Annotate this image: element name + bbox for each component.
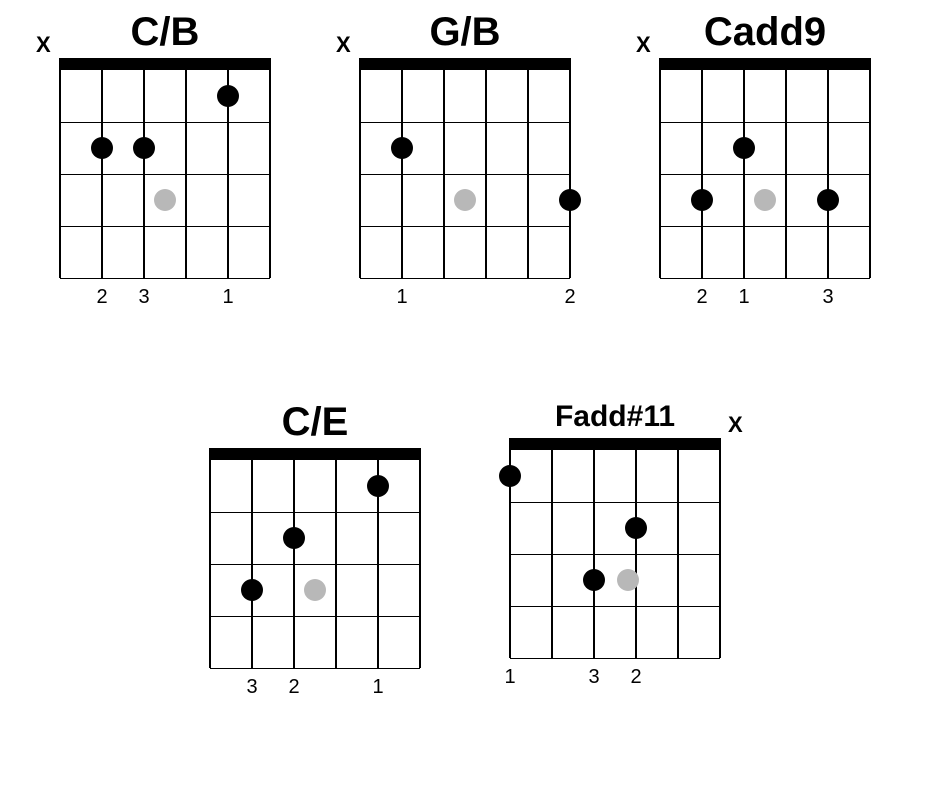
- string-line: [569, 58, 571, 278]
- finger-number: 3: [246, 676, 257, 699]
- string-line: [869, 58, 871, 278]
- fret-line: [360, 226, 570, 227]
- string-line: [719, 438, 721, 658]
- string-line: [635, 438, 637, 658]
- fret-line: [360, 278, 570, 279]
- string-line: [335, 448, 337, 668]
- string-line: [785, 58, 787, 278]
- mute-indicator: X: [336, 32, 351, 58]
- finger-number: 2: [630, 666, 641, 689]
- string-line: [659, 58, 661, 278]
- string-line: [359, 58, 361, 278]
- fret-inlay: [154, 189, 176, 211]
- finger-number: 1: [738, 286, 749, 309]
- nut: [60, 58, 270, 70]
- finger-dot: [625, 517, 647, 539]
- fret-inlay: [454, 189, 476, 211]
- finger-dot: [217, 85, 239, 107]
- string-line: [209, 448, 211, 668]
- finger-number: 3: [138, 286, 149, 309]
- string-line: [269, 58, 271, 278]
- finger-dot: [283, 527, 305, 549]
- fret-line: [210, 668, 420, 669]
- mute-indicator: X: [636, 32, 651, 58]
- fret-line: [360, 174, 570, 175]
- finger-dot: [499, 465, 521, 487]
- chord-name: G/B: [360, 10, 570, 55]
- finger-dot: [133, 137, 155, 159]
- fretboard: [660, 58, 870, 278]
- finger-dot: [91, 137, 113, 159]
- fret-line: [210, 564, 420, 565]
- nut: [660, 58, 870, 70]
- fret-line: [660, 174, 870, 175]
- chord-name: Cadd9: [660, 10, 870, 55]
- finger-dot: [733, 137, 755, 159]
- fret-line: [360, 122, 570, 123]
- string-line: [401, 58, 403, 278]
- fret-line: [510, 502, 720, 503]
- string-line: [251, 448, 253, 668]
- finger-number: 1: [396, 286, 407, 309]
- nut: [210, 448, 420, 460]
- fret-line: [210, 512, 420, 513]
- string-line: [485, 58, 487, 278]
- chord-name: C/E: [210, 400, 420, 445]
- fretboard: [60, 58, 270, 278]
- string-line: [551, 438, 553, 658]
- fretboard: [510, 438, 720, 658]
- finger-number: 1: [504, 666, 515, 689]
- chord-name: C/B: [60, 10, 270, 55]
- fret-inlay: [304, 579, 326, 601]
- string-line: [143, 58, 145, 278]
- string-line: [185, 58, 187, 278]
- finger-dot: [241, 579, 263, 601]
- chord-name: Fadd#11: [510, 400, 720, 434]
- string-line: [101, 58, 103, 278]
- finger-number: 2: [564, 286, 575, 309]
- finger-number: 3: [588, 666, 599, 689]
- finger-number: 2: [96, 286, 107, 309]
- fret-line: [660, 122, 870, 123]
- string-line: [443, 58, 445, 278]
- fret-line: [60, 174, 270, 175]
- mute-indicator: X: [728, 412, 743, 438]
- finger-dot: [817, 189, 839, 211]
- finger-dot: [391, 137, 413, 159]
- finger-dot: [559, 189, 581, 211]
- fret-line: [60, 226, 270, 227]
- string-line: [59, 58, 61, 278]
- fret-line: [60, 122, 270, 123]
- finger-number: 1: [222, 286, 233, 309]
- fretboard: [360, 58, 570, 278]
- string-line: [701, 58, 703, 278]
- fret-line: [60, 278, 270, 279]
- string-line: [419, 448, 421, 668]
- finger-number: 2: [288, 676, 299, 699]
- string-line: [827, 58, 829, 278]
- nut: [510, 438, 720, 450]
- fret-line: [660, 226, 870, 227]
- fret-line: [210, 616, 420, 617]
- string-line: [677, 438, 679, 658]
- finger-dot: [583, 569, 605, 591]
- fret-inlay: [617, 569, 639, 591]
- fret-line: [660, 278, 870, 279]
- finger-dot: [691, 189, 713, 211]
- finger-number: 2: [696, 286, 707, 309]
- finger-dot: [367, 475, 389, 497]
- nut: [360, 58, 570, 70]
- finger-number: 1: [372, 676, 383, 699]
- string-line: [743, 58, 745, 278]
- fret-line: [510, 658, 720, 659]
- finger-number: 3: [822, 286, 833, 309]
- fret-line: [510, 554, 720, 555]
- string-line: [293, 448, 295, 668]
- fret-inlay: [754, 189, 776, 211]
- fret-line: [510, 606, 720, 607]
- fretboard: [210, 448, 420, 668]
- mute-indicator: X: [36, 32, 51, 58]
- string-line: [593, 438, 595, 658]
- string-line: [527, 58, 529, 278]
